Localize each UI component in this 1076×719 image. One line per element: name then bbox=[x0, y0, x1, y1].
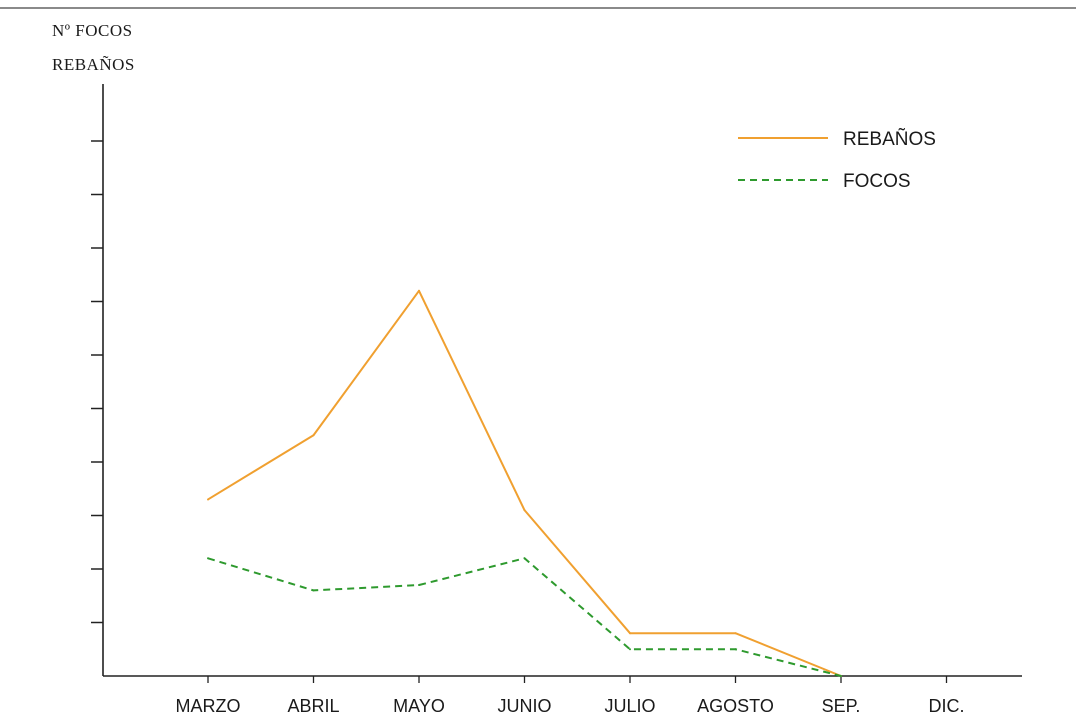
y-ticks bbox=[91, 140, 103, 624]
legend-label-focos: FOCOS bbox=[843, 171, 911, 192]
series-0-point bbox=[523, 509, 526, 512]
series-0-point bbox=[734, 632, 737, 635]
y-axis-label-line-1: Nº FOCOS bbox=[52, 21, 133, 40]
series-1-point bbox=[418, 584, 420, 587]
x-tick-label: ABRIL bbox=[287, 696, 339, 716]
x-tick-label: DIC. bbox=[929, 696, 965, 716]
x-tick-label: AGOSTO bbox=[697, 696, 774, 716]
series-0-point bbox=[207, 498, 209, 501]
series-1-point bbox=[629, 648, 631, 651]
series-0-point bbox=[629, 632, 631, 635]
series-1-point bbox=[840, 675, 842, 677]
x-tick-label: MAYO bbox=[393, 696, 445, 716]
x-tick-label: JULIO bbox=[604, 696, 655, 716]
series-line-0 bbox=[207, 289, 842, 677]
x-tick-label: SEP. bbox=[822, 696, 861, 716]
series-0-point bbox=[312, 434, 315, 437]
series-1-point bbox=[312, 589, 315, 592]
series-1-point bbox=[523, 557, 526, 560]
series-line-1 bbox=[207, 557, 842, 677]
x-tick-label: MARZO bbox=[176, 696, 241, 716]
legend-label-rebanos: REBAÑOS bbox=[843, 128, 936, 150]
x-tick-labels: MARZO ABRIL MAYO JUNIO JULIO AGOSTO SEP. DIC. bbox=[176, 676, 965, 716]
series-1-point bbox=[207, 557, 209, 560]
legend: REBAÑOS FOCOS bbox=[738, 128, 936, 192]
y-axis-label-line-2: REBAÑOS bbox=[52, 55, 135, 74]
series-0-point bbox=[418, 289, 420, 292]
x-tick-label: JUNIO bbox=[498, 696, 552, 716]
series-lines bbox=[207, 289, 842, 677]
series-1-point bbox=[734, 648, 737, 651]
